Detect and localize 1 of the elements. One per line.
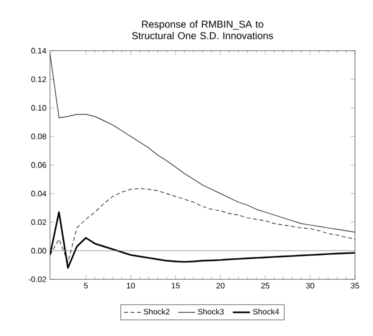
chart-title: Response of RMBIN_SA to Structural One S.D. Innovations	[132, 20, 274, 40]
